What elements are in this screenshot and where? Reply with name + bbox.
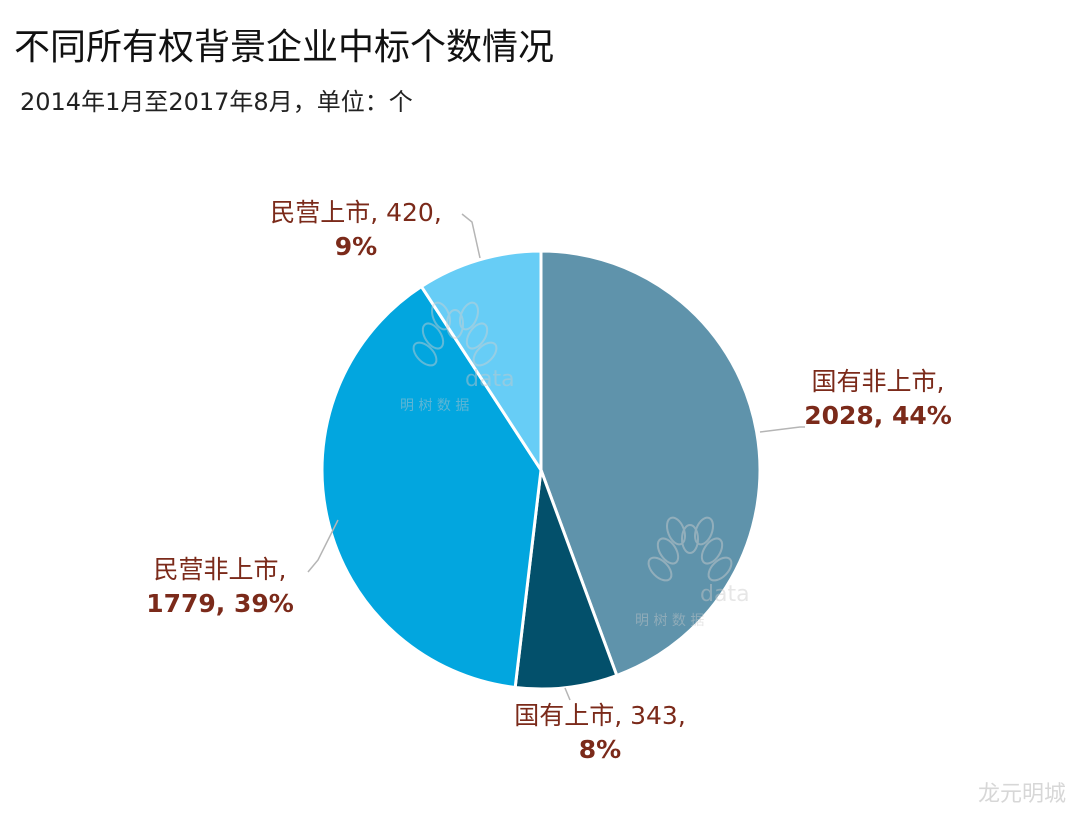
corner-watermark: 龙元明城 (977, 782, 1066, 807)
leader-line (564, 687, 571, 701)
chart-subtitle: 2014年1月至2017年8月，单位：个 (20, 88, 413, 116)
slice-label: 民营非上市, 1779, 39% (146, 555, 294, 618)
pie-slice (539, 249, 762, 678)
slice-label: 国有上市, 343, 8% (514, 701, 686, 764)
pie-slice (513, 469, 619, 691)
pie-slice (419, 249, 543, 476)
svg-text:data: data (465, 367, 515, 392)
watermark-logo: data 明 树 数 据 (635, 516, 750, 629)
svg-text:明 树 数 据: 明 树 数 据 (400, 398, 469, 414)
slice-label: 民营上市, 420, 9% (270, 198, 442, 261)
svg-text:明 树 数 据: 明 树 数 据 (635, 613, 704, 629)
slice-label: 国有非上市, 2028, 44% (804, 367, 952, 430)
svg-text:data: data (700, 582, 750, 607)
watermark-logo: data 明 树 数 据 (400, 301, 515, 414)
watermark-logos: data 明 树 数 据 data 明 树 数 据 (400, 301, 750, 629)
chart-title: 不同所有权背景企业中标个数情况 (14, 27, 555, 68)
leader-line (307, 519, 339, 573)
leader-line (461, 213, 481, 259)
leader-line (759, 426, 805, 433)
